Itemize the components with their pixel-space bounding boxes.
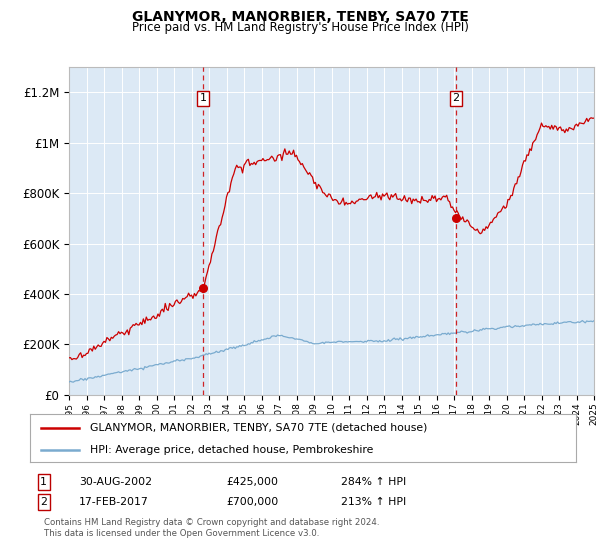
Text: 1: 1 bbox=[40, 477, 47, 487]
Text: £425,000: £425,000 bbox=[227, 477, 278, 487]
Text: Price paid vs. HM Land Registry's House Price Index (HPI): Price paid vs. HM Land Registry's House … bbox=[131, 21, 469, 34]
Text: 1: 1 bbox=[200, 94, 206, 104]
Text: 17-FEB-2017: 17-FEB-2017 bbox=[79, 497, 149, 507]
Text: 284% ↑ HPI: 284% ↑ HPI bbox=[341, 477, 406, 487]
Text: GLANYMOR, MANORBIER, TENBY, SA70 7TE (detached house): GLANYMOR, MANORBIER, TENBY, SA70 7TE (de… bbox=[90, 423, 427, 433]
Text: £700,000: £700,000 bbox=[227, 497, 279, 507]
Text: 213% ↑ HPI: 213% ↑ HPI bbox=[341, 497, 406, 507]
Text: 30-AUG-2002: 30-AUG-2002 bbox=[79, 477, 152, 487]
Text: 2: 2 bbox=[452, 94, 460, 104]
Text: HPI: Average price, detached house, Pembrokeshire: HPI: Average price, detached house, Pemb… bbox=[90, 445, 373, 455]
Text: Contains HM Land Registry data © Crown copyright and database right 2024.
This d: Contains HM Land Registry data © Crown c… bbox=[44, 519, 379, 538]
Text: 2: 2 bbox=[40, 497, 47, 507]
Text: GLANYMOR, MANORBIER, TENBY, SA70 7TE: GLANYMOR, MANORBIER, TENBY, SA70 7TE bbox=[131, 10, 469, 24]
